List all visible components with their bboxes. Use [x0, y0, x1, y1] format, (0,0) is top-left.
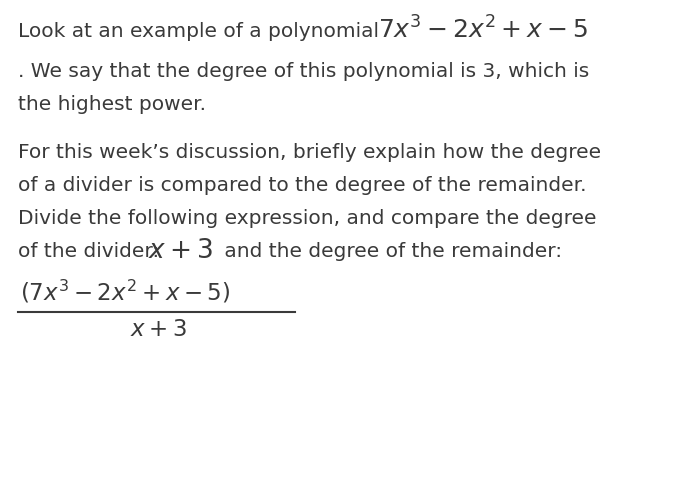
Text: and the degree of the remainder:: and the degree of the remainder:	[218, 242, 562, 261]
Text: . We say that the degree of this polynomial is 3, which is: . We say that the degree of this polynom…	[18, 62, 589, 81]
Text: of the divider:: of the divider:	[18, 242, 166, 261]
Text: Divide the following expression, and compare the degree: Divide the following expression, and com…	[18, 209, 596, 228]
Text: For this week’s discussion, briefly explain how the degree: For this week’s discussion, briefly expl…	[18, 143, 601, 162]
Text: Look at an example of a polynomial: Look at an example of a polynomial	[18, 22, 386, 41]
Text: the highest power.: the highest power.	[18, 95, 206, 114]
Text: $(7x^3 - 2x^2 + x - 5)$: $(7x^3 - 2x^2 + x - 5)$	[20, 278, 230, 305]
Text: of a divider is compared to the degree of the remainder.: of a divider is compared to the degree o…	[18, 176, 587, 195]
Text: $x + 3$: $x + 3$	[148, 238, 214, 264]
Text: $x + 3$: $x + 3$	[130, 318, 187, 341]
Text: $7x^3 - 2x^2 + x - 5$: $7x^3 - 2x^2 + x - 5$	[378, 16, 588, 43]
